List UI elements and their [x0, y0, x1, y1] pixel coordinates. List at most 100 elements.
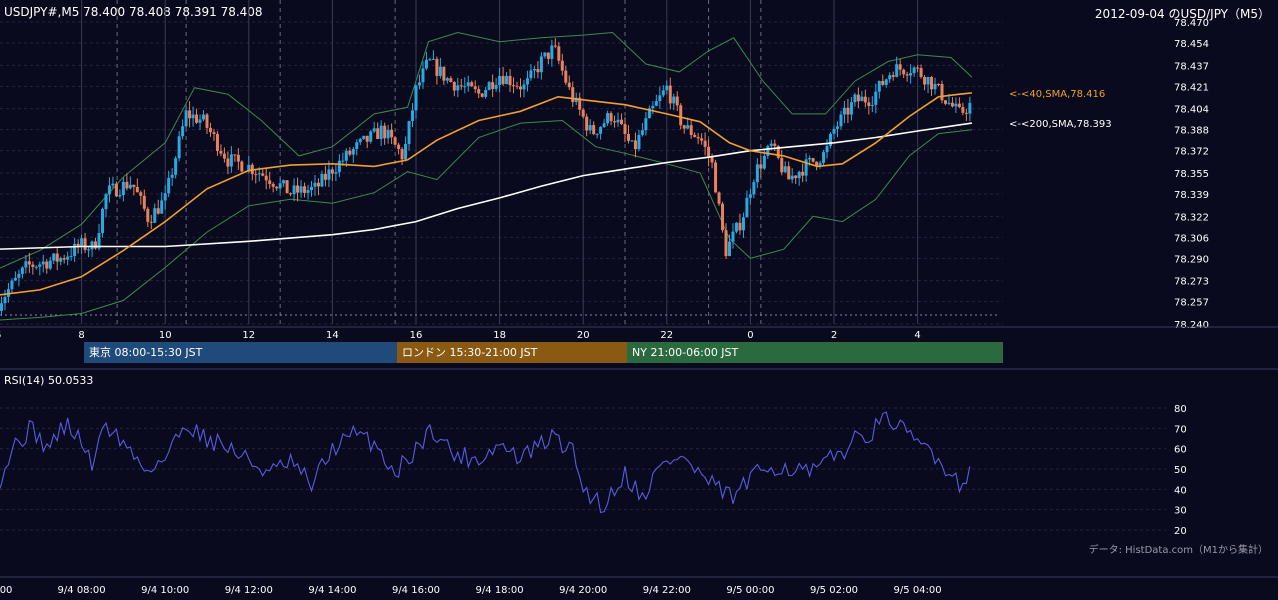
candle-body [3, 296, 7, 304]
candle-body [268, 180, 272, 184]
candle-body [874, 91, 878, 105]
candle-body [940, 83, 944, 101]
candle-body [31, 264, 35, 267]
candle-body [156, 208, 160, 214]
candle-body [358, 138, 362, 143]
candle-body [38, 264, 42, 267]
candle-body [313, 182, 317, 187]
candle-body [94, 241, 98, 249]
candle-body [519, 86, 522, 90]
candle-body [623, 124, 627, 135]
candle-body [83, 238, 87, 250]
candle-body [348, 150, 352, 155]
candle-body [860, 96, 864, 102]
candle-body [146, 208, 150, 222]
candle-body [846, 107, 850, 115]
candle-body [330, 169, 334, 174]
price-tick-label: 78.355 [1174, 169, 1209, 180]
candle-body [930, 76, 934, 90]
candle-body [132, 184, 136, 187]
candle-body [658, 95, 662, 102]
candle-body [717, 192, 721, 204]
candle-body [257, 173, 261, 175]
candle-body [606, 113, 610, 124]
candle-body [121, 181, 125, 196]
candle-body [306, 190, 310, 193]
price-tick-label: 78.404 [1174, 105, 1209, 116]
candle-body [463, 86, 467, 88]
time-tick-label: 9/5 02:00 [810, 585, 858, 596]
candle-body [905, 74, 909, 76]
candle-body [376, 128, 380, 140]
candle-body [167, 177, 171, 194]
candle-body [247, 164, 251, 172]
hour-tick-label: 18 [493, 330, 506, 341]
candle-body [139, 192, 143, 196]
candle-body [320, 173, 324, 187]
session-bar-newyork: NY 21:00-06:00 JST [627, 342, 1003, 363]
candle-body [734, 222, 738, 232]
candle-body [208, 127, 212, 133]
price-tick-label: 78.240 [1174, 320, 1209, 331]
candle-body [477, 89, 481, 94]
candle-body [456, 85, 460, 91]
candle-body [407, 121, 411, 145]
candle-body [968, 102, 972, 114]
candle-body [923, 76, 927, 85]
rsi-title: RSI(14) 50.0533 [4, 374, 94, 387]
candle-body [135, 186, 139, 193]
rsi-tick-label: 60 [1174, 445, 1187, 456]
candle-body [654, 101, 658, 106]
candle-body [390, 129, 394, 138]
candle-body [174, 158, 178, 175]
candle-body [215, 133, 219, 151]
candle-body [417, 82, 421, 86]
candle-body [728, 241, 731, 257]
candle-body [762, 155, 766, 169]
candle-body [41, 261, 45, 265]
candle-body [355, 142, 359, 150]
candle-body [27, 261, 31, 265]
candle-body [870, 104, 874, 106]
candle-body [327, 169, 331, 180]
rsi-tick-label: 50 [1174, 465, 1187, 476]
candle-body [543, 52, 547, 57]
candle-body [233, 154, 237, 156]
candle-body [59, 258, 63, 262]
price-tick-label: 78.421 [1174, 82, 1209, 93]
candle-body [282, 180, 286, 184]
candle-body [393, 137, 397, 145]
candle-body [644, 118, 648, 131]
candle-body [686, 125, 690, 129]
chart-header-symbol: USDJPY#,M5 78.400 78.408 78.391 78.408 [4, 5, 263, 19]
candle-body [630, 140, 634, 142]
rsi-pane: 80 70 60 50 40 30 20 06:00 9/4 08:00 9/4 10:00 9/4… [0, 368, 1278, 596]
time-tick-label: 9/5 00:00 [726, 585, 774, 596]
candle-body [529, 70, 533, 79]
time-tick-label: 9/4 18:00 [476, 585, 524, 596]
candle-body [289, 193, 293, 195]
candle-body [480, 93, 484, 97]
candle-body [128, 184, 132, 189]
hour-tick-label: 10 [159, 330, 172, 341]
candle-body [177, 136, 181, 159]
candle-body [909, 73, 913, 76]
candle-body [790, 175, 794, 180]
candle-body [337, 160, 341, 173]
candle-body [491, 82, 495, 89]
candle-body [755, 164, 759, 183]
candle-body [379, 125, 383, 140]
time-tick-label: 9/4 14:00 [308, 585, 356, 596]
candle-body [69, 255, 73, 257]
candle-body [912, 67, 916, 74]
time-tick-label: 9/4 12:00 [225, 585, 273, 596]
candle-body [693, 134, 697, 137]
price-tick-label: 78.273 [1174, 277, 1209, 288]
rsi-tick-label: 20 [1174, 526, 1187, 537]
candle-body [452, 82, 456, 91]
candle-body [226, 158, 230, 167]
candle-body [738, 222, 742, 231]
candle-body [341, 160, 345, 162]
candle-body [142, 195, 146, 209]
candle-body [316, 182, 320, 187]
